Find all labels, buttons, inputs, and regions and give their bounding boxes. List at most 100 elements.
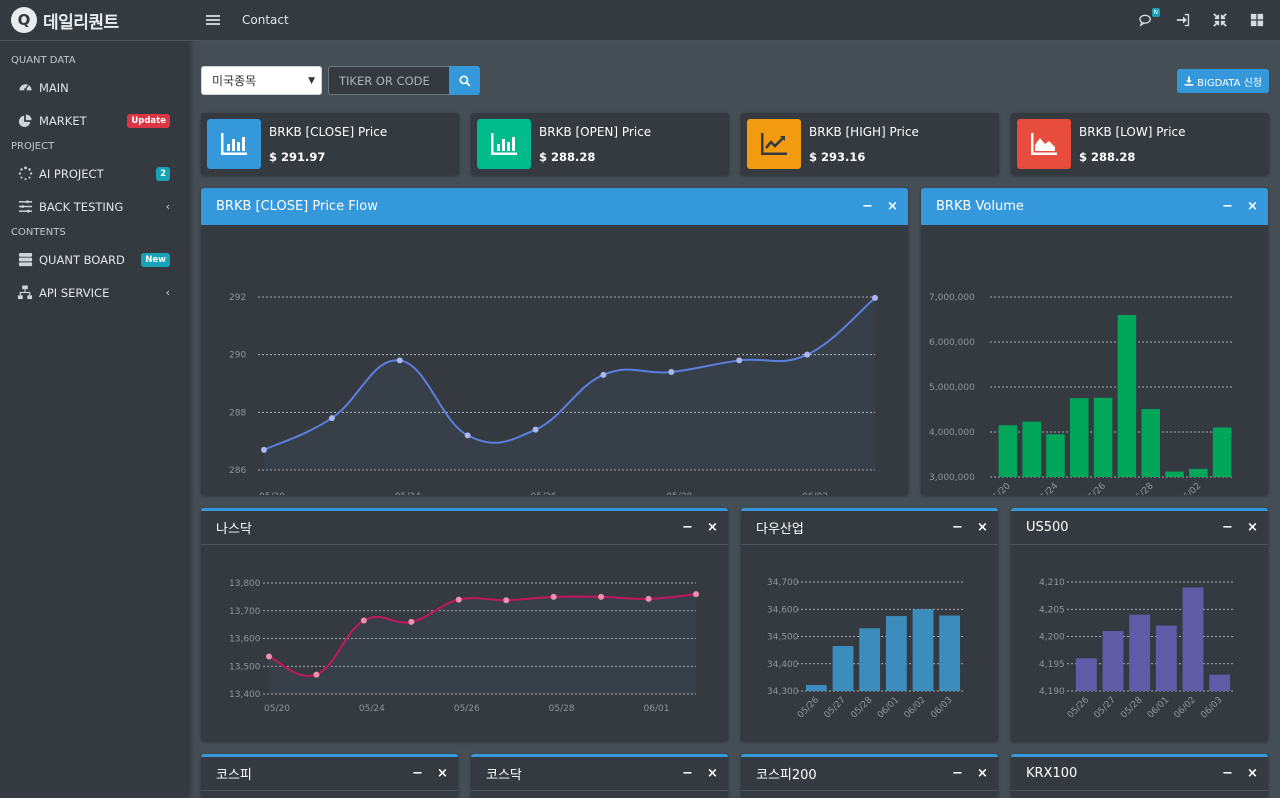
bar — [1022, 421, 1041, 477]
server-icon — [16, 251, 34, 269]
minimize-button[interactable]: − — [1222, 199, 1233, 214]
bigdata-label: BIGDATA 신청 — [1197, 77, 1262, 89]
y-tick-label: 34,700 — [767, 578, 799, 588]
close-button[interactable]: × — [707, 520, 718, 535]
x-tick-label: 06/02 — [802, 492, 828, 495]
sidebar-item-label: QUANT BOARD — [39, 252, 125, 267]
compress-icon[interactable] — [1212, 13, 1227, 28]
bar — [1117, 315, 1137, 477]
card-tools: − × — [952, 757, 988, 790]
sidebar-item-back-testing[interactable]: BACK TESTING ‹ — [0, 190, 188, 223]
close-button[interactable]: × — [887, 199, 898, 214]
count-badge: 2 — [156, 166, 170, 181]
sidebar-item-main[interactable]: MAIN — [0, 71, 188, 104]
card-header: 코스피 − × — [201, 757, 458, 791]
card-tools: − × — [1222, 511, 1258, 544]
y-tick-label: 34,500 — [767, 633, 799, 643]
sitemap-icon — [16, 284, 34, 302]
brand[interactable]: Q 데일리퀀트 — [0, 0, 188, 41]
sidebar-item-ai-project[interactable]: AI PROJECT 2 — [0, 157, 188, 190]
card-dow: 다우산업 − × 34,300 34,400 34,500 34,600 34,700 0… — [741, 508, 998, 741]
page-title[interactable]: Contact — [242, 13, 289, 27]
card-us500: US500 − × 4,190 4,195 4,200 4,205 4,210 05/26… — [1011, 508, 1268, 741]
y-tick-label: 13,800 — [229, 579, 261, 589]
close-button[interactable]: × — [1247, 766, 1258, 781]
card-header: US500 − × — [1011, 511, 1268, 545]
minimize-button[interactable]: − — [412, 766, 423, 781]
data-point — [600, 371, 607, 378]
bar — [1070, 398, 1089, 477]
chevron-left-icon: ‹ — [165, 200, 170, 213]
search-button[interactable] — [449, 66, 480, 95]
data-point — [645, 595, 652, 602]
y-tick-label: 4,190 — [1039, 687, 1065, 697]
nav-header-quant-data: QUANT DATA — [11, 55, 76, 66]
minimize-button[interactable]: − — [682, 766, 693, 781]
minimize-button[interactable]: − — [952, 520, 963, 535]
sliders-icon — [16, 198, 34, 216]
bar-chart-icon — [477, 119, 531, 169]
market-select-value: 미국종목 — [212, 74, 257, 88]
bar — [1212, 427, 1232, 477]
card-volume: BRKB Volume − × 3,000,000 4,000,000 5,000,… — [921, 188, 1268, 495]
sidebar-item-market[interactable]: MARKET Update — [0, 104, 188, 137]
volume-bar-chart: 3,000,000 4,000,000 5,000,000 6,000,000 7,00… — [929, 293, 1234, 495]
sidebar-item-api-service[interactable]: API SERVICE ‹ — [0, 276, 188, 309]
minimize-button[interactable]: − — [952, 766, 963, 781]
card-title: KRX100 — [1026, 766, 1078, 781]
card-kospi200: 코스피200 − × — [741, 754, 998, 798]
close-price-line-chart: 286 288 290 292 05/20 05/24 05/26 05/28 06/02 — [229, 293, 878, 495]
x-tick-label: 05/24 — [359, 704, 385, 714]
market-select[interactable]: 미국종목 ▼ — [201, 66, 322, 95]
ticker-search-input[interactable]: TIKER OR CODE — [328, 66, 449, 95]
minimize-button[interactable]: − — [1222, 520, 1233, 535]
bar — [1075, 658, 1097, 691]
bar — [912, 609, 934, 691]
close-button[interactable]: × — [707, 766, 718, 781]
info-box-open: BRKB [OPEN] Price $ 288.28 — [471, 113, 729, 175]
sidebar-item-quant-board[interactable]: QUANT BOARD New — [0, 243, 188, 276]
data-point — [328, 415, 335, 422]
bigdata-request-button[interactable]: BIGDATA 신청 — [1177, 69, 1269, 93]
dashboard-gauge-icon — [16, 79, 34, 97]
close-button[interactable]: × — [977, 766, 988, 781]
close-button[interactable]: × — [1247, 199, 1258, 214]
sidebar-item-label: BACK TESTING — [39, 199, 124, 214]
data-point — [464, 432, 471, 439]
close-button[interactable]: × — [1247, 520, 1258, 535]
sidebar: Q 데일리퀀트 QUANT DATA MAIN MARKET Update PR… — [0, 0, 188, 798]
card-title: 코스닥 — [486, 768, 522, 783]
x-tick-label: 05/24 — [1035, 481, 1061, 495]
card-tools: − × — [952, 511, 988, 544]
sign-in-icon[interactable] — [1175, 13, 1190, 28]
x-tick-label: 05/27 — [823, 695, 848, 720]
sidebar-item-label: API SERVICE — [39, 285, 110, 300]
spinner-icon — [16, 165, 34, 183]
y-tick-label: 13,400 — [229, 690, 261, 700]
card-header: 코스피200 − × — [741, 757, 998, 791]
area-chart-icon — [1017, 119, 1071, 169]
minimize-button[interactable]: − — [862, 199, 873, 214]
card-tools: − × — [1222, 188, 1258, 225]
close-button[interactable]: × — [437, 766, 448, 781]
minimize-button[interactable]: − — [682, 520, 693, 535]
card-title: BRKB Volume — [936, 199, 1024, 214]
update-badge: Update — [127, 113, 170, 128]
hamburger-menu-icon[interactable] — [206, 13, 220, 27]
minimize-button[interactable]: − — [1222, 766, 1233, 781]
comments-icon[interactable]: N — [1138, 7, 1160, 28]
nav-header-project: PROJECT — [11, 141, 55, 152]
close-button[interactable]: × — [977, 520, 988, 535]
dow-bar-chart: 34,300 34,400 34,500 34,600 34,700 05/26 05/27… — [767, 578, 963, 721]
card-tools: − × — [862, 188, 898, 225]
data-point — [360, 617, 367, 624]
grid-layout-icon[interactable] — [1249, 13, 1264, 28]
bar — [998, 425, 1018, 477]
bar — [1209, 674, 1231, 691]
y-tick-label: 4,210 — [1039, 578, 1065, 588]
bar — [1102, 631, 1124, 691]
bar — [1189, 468, 1208, 477]
info-box-value: $ 293.16 — [809, 150, 866, 164]
x-tick-label: 05/24 — [395, 492, 421, 495]
bar — [805, 685, 827, 691]
